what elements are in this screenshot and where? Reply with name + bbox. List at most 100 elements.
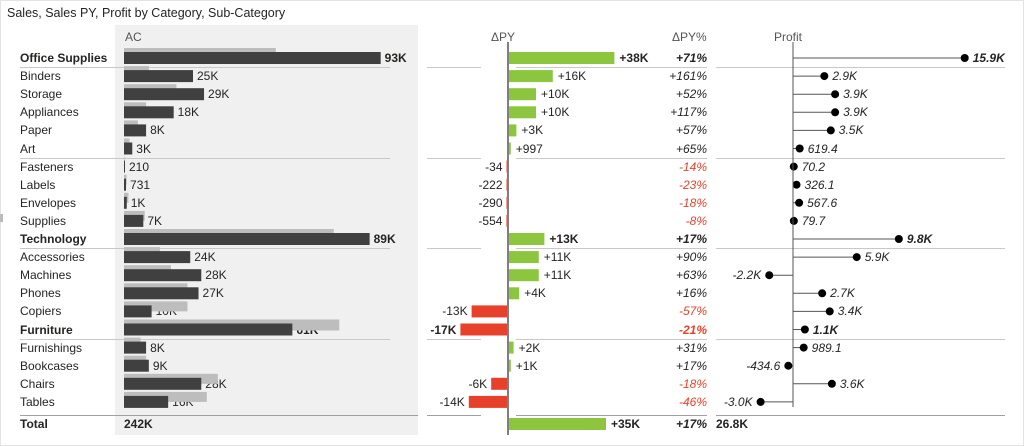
- delta-py-bar[interactable]: [491, 377, 508, 390]
- ac-bar[interactable]: [124, 323, 293, 336]
- delta-py-bar[interactable]: [468, 395, 508, 408]
- delta-py-bar[interactable]: [508, 233, 545, 245]
- delta-py-label: +4K: [524, 286, 546, 301]
- delta-py-pct-value: -23%: [678, 177, 707, 192]
- subcategory-label[interactable]: Tables: [20, 394, 55, 409]
- delta-py-label: -13K: [442, 304, 468, 319]
- category-label[interactable]: Technology: [20, 232, 87, 246]
- ac-value-label: 27K: [202, 286, 224, 301]
- profit-dot[interactable]: [765, 271, 774, 280]
- delta-py-pct-value: -8%: [685, 213, 707, 228]
- total-separator: [20, 415, 418, 416]
- profit-dot[interactable]: [818, 289, 827, 298]
- ac-bar[interactable]: [124, 142, 133, 155]
- subcategory-label[interactable]: Machines: [20, 268, 72, 283]
- delta-py-bar[interactable]: [508, 88, 536, 101]
- profit-dot[interactable]: [784, 361, 793, 370]
- delta-py-label: -34: [485, 159, 503, 174]
- row-separator: [427, 338, 481, 340]
- delta-py-bar[interactable]: [508, 287, 520, 300]
- profit-dot[interactable]: [831, 108, 840, 117]
- subcategory-label[interactable]: Supplies: [20, 213, 67, 228]
- ac-bar[interactable]: [124, 341, 147, 354]
- total-delta-py-bar[interactable]: [508, 418, 606, 430]
- row-separator: [516, 157, 707, 159]
- ac-bar[interactable]: [124, 106, 174, 119]
- ac-bar[interactable]: [124, 287, 199, 300]
- delta-py-bar[interactable]: [471, 305, 508, 318]
- ac-bar[interactable]: [124, 196, 127, 209]
- profit-label: 2.9K: [832, 69, 857, 84]
- subcategory-label[interactable]: Paper: [20, 123, 53, 138]
- ac-bar[interactable]: [124, 70, 193, 83]
- subcategory-label[interactable]: Copiers: [20, 304, 62, 319]
- profit-dot[interactable]: [795, 198, 804, 207]
- profit-dot[interactable]: [789, 216, 798, 225]
- resize-handle[interactable]: [0, 214, 3, 222]
- ac-bar[interactable]: [124, 160, 125, 173]
- row-separator: [716, 248, 1005, 249]
- subcategory-label[interactable]: Art: [20, 141, 36, 156]
- ac-bar[interactable]: [124, 124, 147, 137]
- subcategory-label[interactable]: Chairs: [20, 376, 55, 391]
- delta-py-bar[interactable]: [508, 269, 539, 282]
- subcategory-label[interactable]: Accessories: [20, 250, 85, 265]
- profit-dot[interactable]: [831, 90, 840, 99]
- profit-dot[interactable]: [792, 180, 801, 189]
- header-dpy[interactable]: ΔPY: [491, 30, 516, 44]
- ac-bar[interactable]: [124, 395, 169, 408]
- profit-dot[interactable]: [795, 144, 804, 153]
- ac-bar[interactable]: [124, 88, 205, 101]
- profit-dot[interactable]: [894, 235, 903, 243]
- ac-bar[interactable]: [124, 178, 127, 191]
- ac-value-label: 8K: [150, 123, 165, 138]
- profit-dot[interactable]: [852, 253, 861, 262]
- profit-dot[interactable]: [960, 54, 969, 62]
- category-label[interactable]: Furniture: [20, 322, 73, 337]
- subcategory-label[interactable]: Binders: [20, 69, 61, 84]
- profit-dot[interactable]: [826, 126, 835, 135]
- ac-bar[interactable]: [124, 233, 370, 245]
- header-profit[interactable]: Profit: [774, 30, 803, 44]
- subcategory-label[interactable]: Furnishings: [20, 340, 83, 355]
- delta-py-bar[interactable]: [508, 52, 615, 64]
- header-dpy-pct[interactable]: ΔPY%: [672, 30, 707, 44]
- profit-dot[interactable]: [800, 325, 809, 334]
- delta-py-bar[interactable]: [508, 142, 511, 155]
- delta-py-pct-value: -46%: [678, 394, 707, 409]
- subcategory-label[interactable]: Labels: [20, 177, 56, 192]
- delta-py-bar[interactable]: [508, 341, 514, 354]
- subcategory-label[interactable]: Envelopes: [20, 195, 77, 210]
- ac-bar[interactable]: [124, 52, 381, 64]
- subcategory-label[interactable]: Phones: [20, 286, 61, 301]
- category-label[interactable]: Office Supplies: [20, 51, 108, 65]
- ac-value-label: 93K: [384, 51, 407, 65]
- delta-py-bar[interactable]: [508, 251, 539, 264]
- delta-py-label: +10K: [541, 87, 570, 102]
- subcategory-label[interactable]: Appliances: [20, 105, 79, 120]
- profit-dot[interactable]: [799, 343, 808, 352]
- ac-bar[interactable]: [124, 305, 152, 318]
- delta-py-bar[interactable]: [508, 359, 511, 372]
- delta-py-label: +3K: [521, 123, 544, 138]
- ac-bar[interactable]: [124, 377, 202, 390]
- profit-dot[interactable]: [756, 397, 765, 406]
- subcategory-label[interactable]: Bookcases: [20, 358, 79, 373]
- profit-dot[interactable]: [820, 72, 829, 81]
- profit-dot[interactable]: [825, 307, 834, 316]
- delta-py-bar[interactable]: [460, 323, 508, 336]
- ac-bar[interactable]: [124, 269, 202, 282]
- ac-value-label: 25K: [197, 69, 219, 84]
- ac-bar[interactable]: [124, 251, 191, 264]
- delta-py-bar[interactable]: [508, 106, 536, 119]
- profit-dot[interactable]: [827, 379, 836, 388]
- ac-bar[interactable]: [124, 214, 144, 227]
- subcategory-label[interactable]: Storage: [20, 87, 63, 102]
- profit-dot[interactable]: [789, 162, 798, 171]
- ac-bar[interactable]: [124, 359, 149, 372]
- delta-py-bar[interactable]: [508, 70, 553, 83]
- py-bar[interactable]: [124, 301, 188, 312]
- subcategory-label[interactable]: Fasteners: [20, 159, 74, 174]
- delta-py-bar[interactable]: [508, 124, 517, 137]
- header-ac[interactable]: AC: [125, 30, 142, 44]
